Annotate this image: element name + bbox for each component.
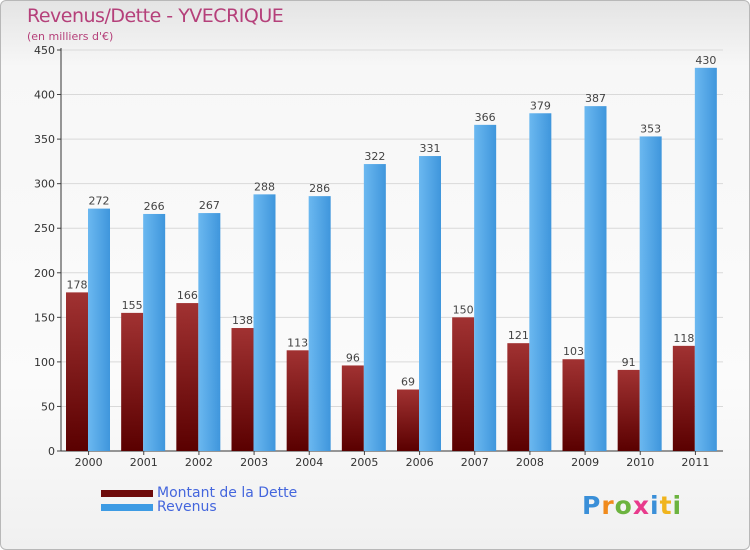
data-label: 353 — [640, 122, 661, 135]
data-label: 69 — [401, 376, 415, 389]
data-label: 91 — [622, 356, 636, 369]
logo-letter: x — [632, 491, 650, 520]
bar-revenus — [363, 164, 386, 451]
x-tick-label: 2011 — [681, 456, 709, 469]
data-label: 379 — [530, 99, 551, 112]
y-tick-label: 450 — [34, 44, 55, 57]
chart-title: Revenus/Dette - YVECRIQUE — [27, 5, 284, 27]
y-tick-label: 100 — [34, 356, 55, 369]
bar-dette — [66, 292, 88, 451]
data-label: 178 — [67, 278, 88, 291]
bar-dette — [176, 303, 199, 451]
logo-letter: o — [614, 491, 633, 520]
data-label: 322 — [364, 150, 385, 163]
logo-letter: P — [582, 491, 602, 520]
y-tick-label: 250 — [34, 222, 55, 235]
bar-dette — [617, 369, 640, 451]
x-tick-label: 2009 — [571, 456, 599, 469]
bar-revenus — [694, 67, 717, 452]
data-label: 138 — [232, 314, 253, 327]
data-label: 103 — [563, 345, 584, 358]
bar-dette — [397, 389, 419, 451]
bar-dette — [507, 343, 530, 451]
bar-revenus — [529, 113, 552, 451]
y-tick-label: 350 — [34, 133, 55, 146]
x-tick-label: 2002 — [185, 456, 213, 469]
data-label: 267 — [199, 199, 220, 212]
bar-revenus — [639, 136, 662, 451]
data-label: 150 — [453, 303, 474, 316]
bar-revenus — [474, 124, 497, 451]
x-tick-label: 2007 — [461, 456, 489, 469]
bar-dette — [672, 345, 695, 451]
data-label: 96 — [346, 351, 360, 364]
chart-subtitle: (en milliers d'€) — [27, 30, 114, 43]
bar-dette — [121, 312, 144, 451]
data-label: 118 — [673, 332, 694, 345]
data-label: 387 — [585, 92, 606, 105]
data-label: 113 — [287, 336, 308, 349]
x-tick-label: 2004 — [295, 456, 323, 469]
bar-revenus — [143, 213, 166, 451]
x-tick-label: 2006 — [406, 456, 434, 469]
bar-dette — [286, 350, 309, 451]
logo-letter: t — [659, 491, 673, 520]
y-tick-label: 150 — [34, 311, 55, 324]
bar-revenus — [308, 196, 331, 451]
logo-letter: i — [650, 491, 660, 520]
bar-revenus — [198, 213, 221, 451]
legend-label-revenus: Revenus — [157, 499, 217, 515]
legend-label-dette: Montant de la Dette — [157, 485, 298, 501]
bar-dette — [452, 317, 475, 451]
bar-revenus — [419, 156, 441, 451]
bar-revenus — [584, 106, 607, 451]
data-label: 121 — [508, 329, 529, 342]
legend-swatch-dette — [101, 490, 153, 497]
x-tick-label: 2000 — [75, 456, 103, 469]
y-tick-label: 0 — [48, 445, 55, 458]
bar-dette — [231, 328, 254, 451]
proxiti-logo: Proxiti — [582, 491, 682, 520]
legend-swatch-revenus — [101, 504, 153, 511]
bar-revenus — [253, 194, 276, 452]
x-tick-label: 2003 — [240, 456, 268, 469]
data-label: 430 — [695, 54, 716, 67]
x-tick-label: 2005 — [350, 456, 378, 469]
data-label: 366 — [475, 111, 496, 124]
bar-revenus — [88, 208, 110, 451]
y-tick-label: 200 — [34, 267, 55, 280]
x-tick-label: 2001 — [130, 456, 158, 469]
data-label: 155 — [122, 299, 143, 312]
y-tick-label: 300 — [34, 178, 55, 191]
bar-dette — [562, 359, 585, 451]
logo-letter: r — [601, 491, 615, 520]
y-tick-label: 400 — [34, 89, 55, 102]
data-label: 166 — [177, 289, 198, 302]
data-label: 286 — [309, 182, 330, 195]
x-tick-label: 2008 — [516, 456, 544, 469]
data-label: 272 — [89, 195, 110, 208]
data-label: 331 — [420, 142, 441, 155]
logo-letter: i — [672, 491, 683, 520]
y-tick-label: 50 — [41, 400, 55, 413]
x-tick-label: 2010 — [626, 456, 654, 469]
data-label: 266 — [144, 200, 165, 213]
data-label: 288 — [254, 180, 275, 193]
bar-dette — [341, 365, 364, 451]
